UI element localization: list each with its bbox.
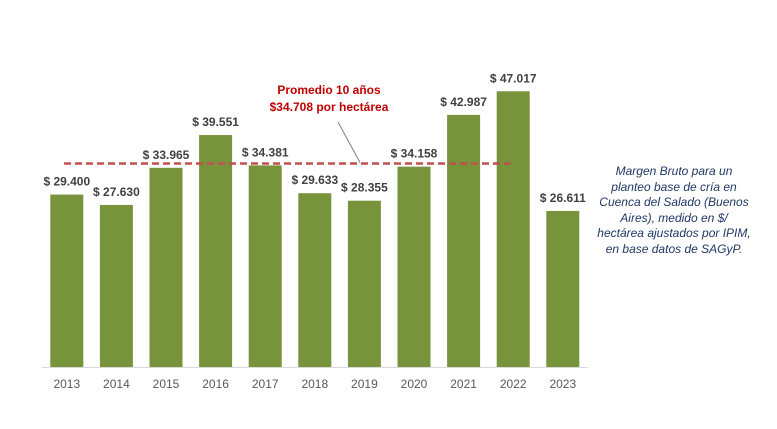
x-tick-label: 2014 <box>103 377 130 391</box>
bar-2021 <box>447 114 481 367</box>
data-label: $ 47.017 <box>490 71 537 85</box>
chart-description-note: Margen Bruto para un planteo base de crí… <box>586 164 762 257</box>
bar-2015 <box>149 167 183 367</box>
x-tick-label: 2013 <box>53 377 80 391</box>
x-tick-labels: 2013 2014 2015 2016 2017 2018 2019 2020 2021 2022… <box>53 377 576 391</box>
x-tick-label: 2019 <box>351 377 378 391</box>
data-label: $ 29.400 <box>43 175 90 189</box>
note-line: en base datos de SAGyP. <box>605 241 743 256</box>
data-label: $ 26.611 <box>540 191 586 205</box>
x-tick-label: 2016 <box>202 377 229 391</box>
bar-2020 <box>397 166 431 367</box>
bar-2016 <box>199 135 233 367</box>
x-tick-label: 2018 <box>301 377 328 391</box>
data-labels: $ 29.400$ 27.630 $ 33.965 $ 39.551 $ 34.381… <box>43 71 586 205</box>
bar-2018 <box>298 193 332 367</box>
data-label: $ 29.633 <box>291 173 338 187</box>
bar-2022 <box>496 91 530 367</box>
x-tick-label: 2020 <box>401 377 428 391</box>
data-label: $ 42.987 <box>440 95 487 109</box>
data-label: $ 33.965 <box>143 148 190 162</box>
average-label-value: $34.708 por hectárea <box>270 100 389 114</box>
average-label-title: Promedio 10 años <box>277 83 381 97</box>
bars-group <box>50 91 580 367</box>
note-line: hectárea ajustados por IPIM, <box>597 226 751 240</box>
data-label: $ 34.158 <box>391 147 438 161</box>
bar-2017 <box>248 165 282 367</box>
x-tick-label: 2022 <box>500 377 527 391</box>
data-label: $ 28.355 <box>341 181 388 195</box>
average-label-pointer <box>337 121 361 163</box>
note-line: planteo base de cría en <box>611 179 737 194</box>
x-tick-label: 2021 <box>450 377 477 391</box>
note-line: Cuenca del Salado (Buenos <box>599 195 749 209</box>
x-tick-label: 2017 <box>252 377 279 391</box>
bar-2019 <box>347 200 381 367</box>
bar-2014 <box>99 204 133 367</box>
bar-2013 <box>50 194 84 367</box>
note-line: Aires), medido en $/ <box>620 210 728 225</box>
data-label: $ 27.630 <box>93 185 140 199</box>
x-tick-label: 2023 <box>549 377 576 391</box>
data-label: $ 34.381 <box>242 145 289 159</box>
x-tick-label: 2015 <box>153 377 180 391</box>
data-label: $ 39.551 <box>192 115 239 129</box>
note-line: Margen Bruto para un <box>615 164 733 178</box>
bar-2023 <box>546 210 580 367</box>
